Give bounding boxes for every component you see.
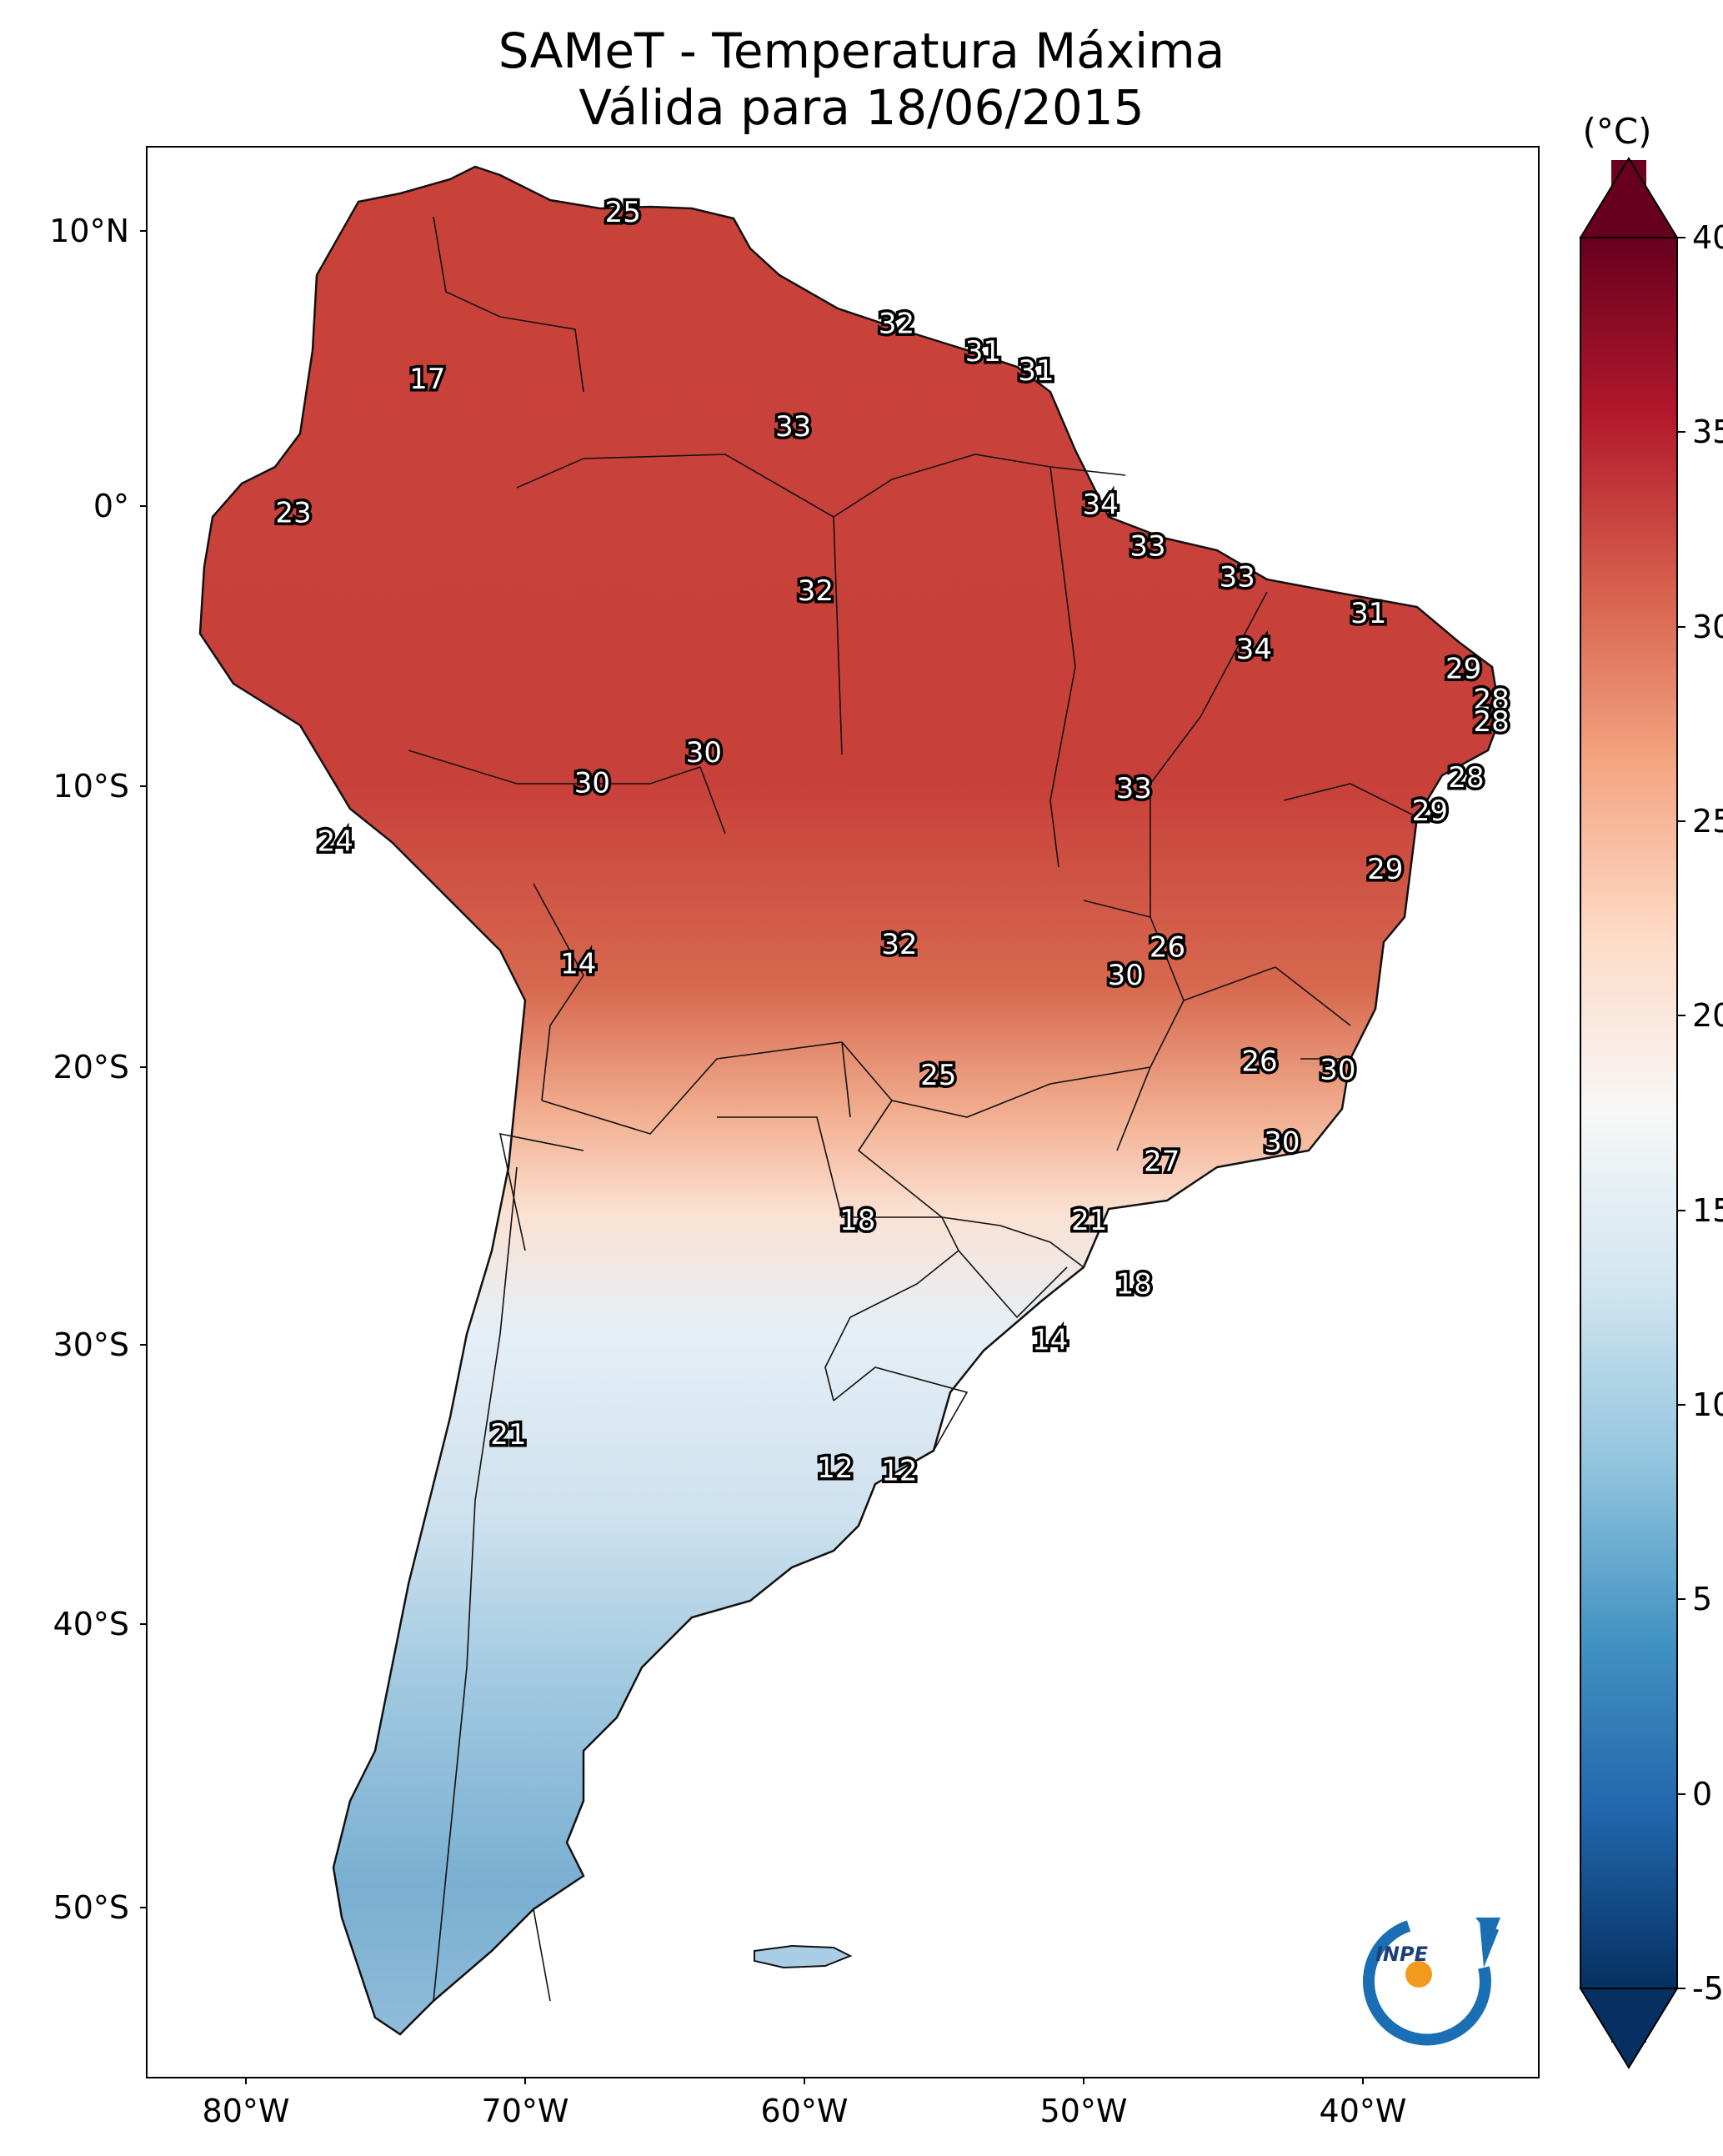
temperature-label: 12 [817,1452,853,1485]
country-borders [408,216,1418,2002]
inpe-logo: INPE [1362,1918,1500,2046]
lon-label: 50°W [1040,2093,1128,2129]
temperature-label: 33 [775,410,811,444]
temperature-label: 34 [1082,489,1118,522]
lon-axis: 80°W 70°W 60°W 50°W 40°W [203,2078,1407,2129]
lon-label: 40°W [1320,2093,1407,2129]
lon-label: 70°W [482,2093,569,2129]
south-america-land [198,165,1502,2036]
colorbar-tick-label: 20 [1692,997,1723,1034]
temperature-label: 24 [318,825,353,859]
temperature-label: 32 [881,928,917,961]
temperature-label: 14 [1032,1324,1068,1357]
temperature-label: 25 [605,196,641,229]
temperature-label: 30 [1264,1126,1300,1159]
temperature-label: 26 [1241,1045,1277,1079]
temperature-label: 17 [409,363,445,396]
lat-axis: 10°N 0° 10°S 20°S 30°S 40°S 50°S [49,213,147,1926]
colorbar: 40 35 30 25 20 15 10 5 0 -5 (°C) [1579,111,1723,2069]
map-subtitle: Válida para 18/06/2015 [579,79,1144,136]
falkland-islands [754,1944,853,1969]
temperature-label: 33 [1129,530,1165,564]
lat-label: 0° [93,488,129,524]
lat-label: 30°S [53,1326,129,1363]
temperature-label: 28 [1448,761,1484,795]
lat-label: 40°S [53,1606,129,1642]
colorbar-tick-label: 5 [1692,1581,1712,1617]
temperature-label: 32 [798,574,834,608]
lon-label: 60°W [761,2093,849,2129]
temperature-label: 29 [1412,795,1448,828]
colorbar-tick-label: 25 [1692,803,1723,840]
temperature-label: 30 [574,767,610,800]
temperature-label: 18 [839,1204,875,1237]
colorbar-tick-label: 10 [1692,1386,1723,1423]
colorbar-tick-label: 35 [1692,414,1723,450]
temperature-label: 30 [1320,1054,1355,1087]
temperature-label: 34 [1236,633,1272,666]
temperature-label: 31 [1018,354,1054,388]
temperature-label: 28 [1473,683,1509,716]
temperature-label: 33 [1116,772,1152,805]
lat-label: 50°S [53,1889,129,1926]
lat-label: 10°S [53,768,129,805]
lon-label: 80°W [203,2093,290,2129]
temperature-label: 28 [1473,705,1509,739]
temperature-label: 30 [686,736,722,770]
lat-label: 20°S [53,1049,129,1086]
temperature-label: 12 [881,1455,917,1488]
colorbar-tick-label: 0 [1692,1776,1712,1813]
temperature-label: 18 [1116,1268,1152,1301]
temperature-label: 33 [1220,560,1255,594]
map-title: SAMeT - Temperatura Máxima [498,23,1225,79]
temperature-label: 14 [560,948,596,981]
temperature-label: 27 [1144,1146,1180,1179]
temperature-label: 21 [1071,1204,1107,1237]
colorbar-main [1580,237,1678,1989]
temperature-label: 23 [275,497,311,530]
colorbar-tick-label: 40 [1692,219,1723,256]
colorbar-ticks [1677,237,1685,1989]
temperature-label: 26 [1150,931,1185,965]
colorbar-tick-label: 30 [1692,609,1723,645]
temperature-label: 29 [1367,853,1403,886]
colorbar-unit: (°C) [1582,111,1651,152]
colorbar-bottom-extend [1579,1988,1679,2069]
temperature-label: 29 [1445,653,1481,686]
lat-label: 10°N [49,213,129,249]
temperature-label: 31 [1350,597,1386,630]
colorbar-top-extend [1579,157,1679,238]
temperature-label: 32 [879,307,914,340]
temperature-label: 30 [1108,959,1144,992]
temperature-label: 21 [490,1418,526,1452]
colorbar-tick-label: 15 [1692,1192,1723,1229]
temperature-label: 25 [920,1059,956,1092]
inpe-logo-text: INPE [1375,1943,1429,1966]
colorbar-tick-label: -5 [1692,1970,1723,2007]
temperature-label: 31 [965,335,1001,369]
